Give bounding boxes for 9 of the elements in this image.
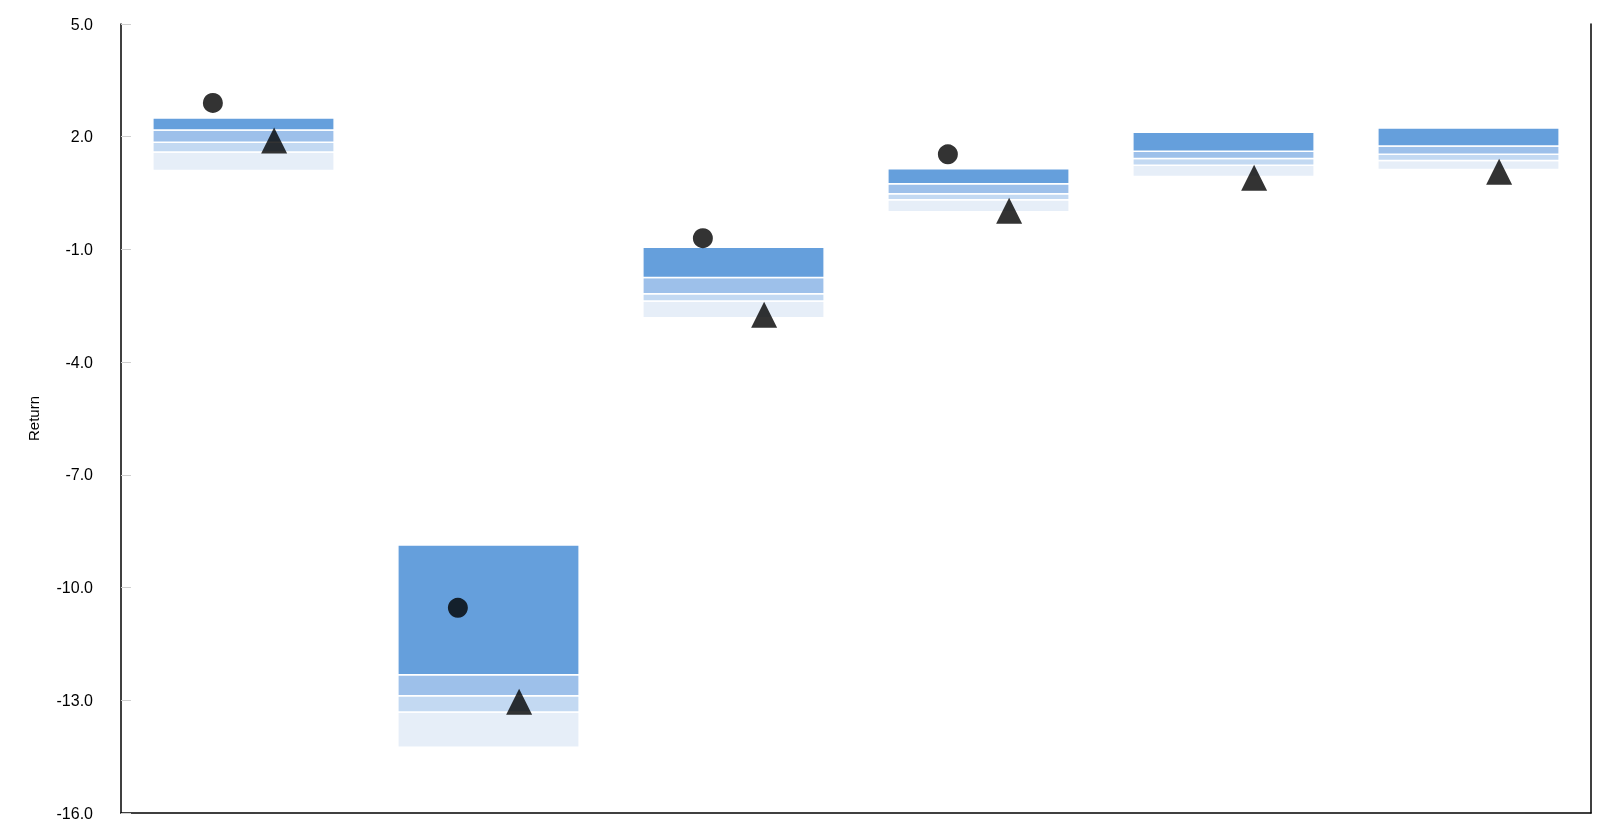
y-tick-label: 5.0 [70, 15, 94, 33]
y-axis-title: Return [25, 395, 42, 442]
y-tick-label: -7.0 [65, 466, 94, 484]
y-tick-label: 2.0 [70, 128, 94, 146]
y-tick-label: -16.0 [56, 804, 94, 822]
y-tick-label: -1.0 [65, 240, 94, 258]
y-tick-label: -10.0 [56, 579, 94, 597]
y-tick-label: -4.0 [65, 353, 94, 371]
y-tick-label: -13.0 [56, 691, 94, 709]
